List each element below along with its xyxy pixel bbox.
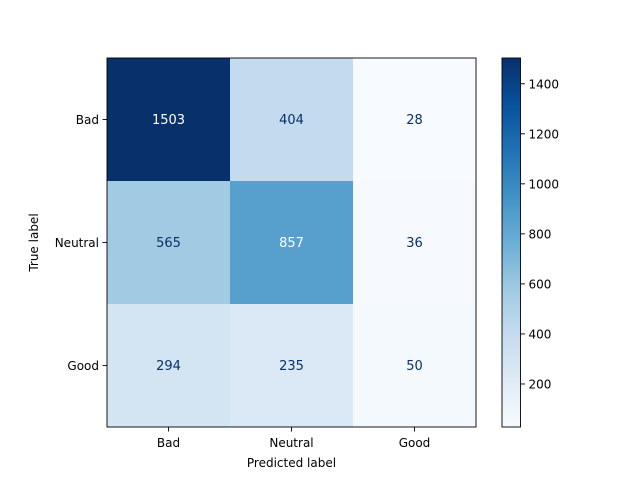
x-tick-label: Neutral	[269, 436, 313, 450]
cell-value-label: 36	[406, 236, 423, 251]
y-tick-label: Good	[67, 359, 99, 373]
colorbar-tick-label: 600	[529, 277, 552, 291]
cell-value-label: 28	[406, 113, 423, 128]
y-tick-label: Neutral	[55, 236, 99, 250]
colorbar-tick-label: 200	[529, 377, 552, 391]
colorbar-tick-label: 400	[529, 327, 552, 341]
colorbar-tick-label: 1000	[529, 177, 560, 191]
matrix-cells	[107, 58, 477, 428]
x-tick-label: Bad	[157, 436, 180, 450]
cell-value-label: 50	[406, 359, 423, 374]
matrix-cell	[230, 304, 354, 428]
cell-value-label: 857	[279, 236, 304, 251]
x-axis-ticks: Bad Neutral Good	[157, 427, 430, 450]
colorbar-ticks: 200 400 600 800 1000 1200 1400	[520, 77, 560, 391]
colorbar-tick-label: 1400	[529, 77, 560, 91]
matrix-cell	[230, 58, 354, 182]
colorbar-tick-label: 800	[529, 227, 552, 241]
y-axis-ticks: Bad Neutral Good	[55, 113, 107, 373]
y-tick-label: Bad	[76, 113, 99, 127]
cell-value-labels: 1503 404 28 565 857 36 294 235 50	[152, 113, 423, 374]
matrix-cell	[353, 181, 477, 305]
colorbar	[501, 57, 521, 428]
matrix-cell	[230, 181, 354, 305]
matrix-cell	[107, 304, 231, 428]
cell-value-label: 294	[156, 359, 181, 374]
colorbar-tick-label: 1200	[529, 127, 560, 141]
matrix-cell	[353, 304, 477, 428]
cell-value-label: 235	[279, 359, 304, 374]
matrix-cell	[107, 181, 231, 305]
y-axis-label: True label	[27, 213, 41, 272]
cell-value-label: 565	[156, 236, 181, 251]
matrix-cell	[353, 58, 477, 182]
matrix-cell	[107, 58, 231, 182]
x-axis-label: Predicted label	[247, 456, 336, 470]
cell-value-label: 1503	[152, 113, 185, 128]
cell-value-label: 404	[279, 113, 304, 128]
x-tick-label: Good	[399, 436, 431, 450]
